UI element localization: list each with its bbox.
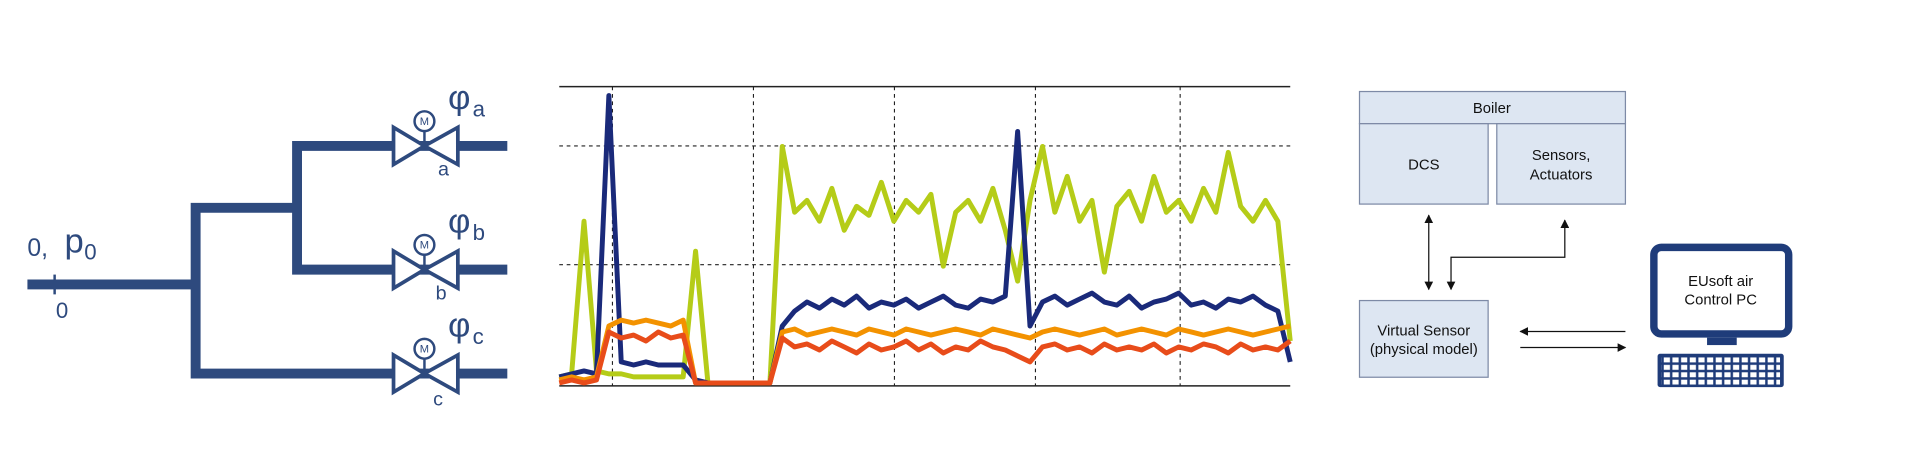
valve [420,124,460,168]
inlet-label: 0, [27,235,48,262]
dcs-label: DCS [1408,158,1439,174]
series-line [558,93,1293,386]
valve-motor [413,233,436,257]
valve-label: b [436,282,447,304]
flow-symbol: φ [448,203,470,241]
pc-label: EUsoft air [1688,274,1753,290]
sensors-box [1496,123,1627,205]
virtual-sensor-label: Virtual Sensor [1377,323,1470,339]
node-label: 0 [56,298,68,323]
flow-symbol: φ [448,79,470,117]
pc-label: Control PC [1684,292,1757,308]
virtual-sensor-box [1358,299,1489,378]
trend-chart [558,85,1293,387]
valve [391,247,429,292]
valve [420,247,460,292]
series-line [558,143,1293,386]
flow-subscript: b [473,220,485,245]
pressure-subscript: 0 [84,240,96,265]
dcs-box [1358,123,1489,205]
motor-label: M [420,116,429,128]
boiler-box [1358,90,1627,125]
sensors-label: Actuators [1530,168,1593,184]
pc-icon [1650,243,1793,388]
valve-label: c [433,389,443,411]
series-line [558,317,1291,386]
flow-subscript: c [473,324,484,349]
valve [391,124,429,168]
valve-motor [413,110,436,133]
flow-symbol: φ [448,306,470,344]
flow-subscript: a [473,96,486,121]
sensors-label: Sensors, [1532,148,1591,164]
virtual-sensor-label: (physical model) [1370,342,1478,358]
valve [420,351,460,396]
series-line [558,329,1292,386]
chart-frame [559,85,1291,387]
boiler-label: Boiler [1473,101,1511,117]
valve-label: a [438,159,449,181]
valve-motor [413,337,436,360]
pressure-symbol: p [65,222,84,260]
architecture-diagram: Boiler DCS Sensors, Actuators Virtual Se… [1358,90,1793,388]
motor-label: M [420,343,429,355]
motor-label: M [420,240,429,252]
pipes [27,141,508,379]
valve [391,351,429,396]
arrow [1446,219,1570,291]
